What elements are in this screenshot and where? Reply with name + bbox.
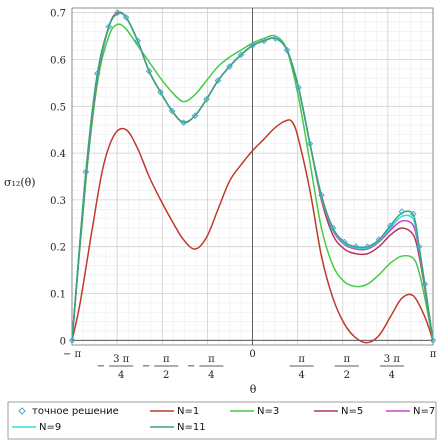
exact-solution-point [364, 243, 371, 251]
exact-solution-point [341, 238, 348, 246]
legend-label: N=7 [413, 406, 435, 417]
x-tick-denominator: 4 [208, 370, 214, 381]
x-tick-label: π4 [289, 354, 314, 381]
x-tick-numerator: 3 π [384, 354, 401, 365]
x-tick-label: π [430, 349, 437, 360]
legend-label: N=11 [177, 422, 206, 433]
axes [71, 7, 434, 346]
y-tick-label: 0.7 [50, 9, 66, 20]
legend-item: N=1 [150, 406, 199, 417]
exact-solution-point [94, 70, 101, 77]
exact-solution-point [283, 46, 291, 54]
x-tick-numerator: π [208, 354, 215, 365]
y-tick-label: 0 [60, 336, 66, 347]
x-tick-sign: − [187, 361, 195, 372]
x-tick-label: 3 π 4 − [97, 354, 134, 381]
legend-item: N=9 [12, 422, 61, 433]
x-tick-label: 0 [249, 349, 255, 360]
legend-label: N=5 [341, 406, 363, 417]
x-tick-label: − π [63, 349, 82, 360]
x-tick-numerator: π [163, 354, 170, 365]
exact-solution-point [295, 84, 302, 91]
x-tick-denominator: 4 [118, 370, 124, 381]
exact-solution-point [168, 107, 176, 115]
x-axis-label: θ [250, 383, 257, 396]
x-tick-label: π2 [334, 354, 359, 381]
legend-item: N=7 [386, 406, 435, 417]
exact-solution-point [260, 37, 268, 45]
legend-box [7, 401, 437, 440]
exact-solution-point [272, 35, 279, 42]
exact-solution-point [387, 222, 394, 229]
x-tick-denominator: 2 [163, 370, 169, 381]
legend-item: N=11 [150, 422, 206, 433]
exact-solution-point [398, 208, 406, 215]
x-tick-denominator: 2 [344, 370, 350, 381]
exact-solution-point [203, 95, 210, 103]
x-tick-sign: − [97, 361, 105, 372]
legend-label: N=9 [39, 422, 61, 433]
exact-solution-point [145, 67, 153, 75]
x-tick-label: 3 π4 [379, 354, 404, 381]
exact-solution-point [249, 42, 256, 49]
exact-solution-point [68, 337, 76, 344]
exact-solution-point [226, 63, 233, 70]
x-tick-text: 0 [249, 349, 255, 360]
exact-solution-point [375, 236, 383, 243]
x-tick-text: − π [63, 349, 82, 360]
exact-solution-point [191, 112, 199, 119]
exact-solution-markers [68, 9, 437, 344]
exact-solution-point [415, 243, 423, 251]
x-tick-numerator: π [298, 354, 305, 365]
series-line-n11 [71, 12, 434, 341]
exact-solution-point [157, 88, 164, 96]
y-tick-label: 0.6 [50, 55, 66, 66]
exact-solution-point [410, 210, 417, 218]
series-line-n3 [71, 23, 434, 341]
x-tick-denominator: 4 [389, 370, 395, 381]
exact-solution-point [122, 14, 130, 21]
series-line-n1 [71, 119, 434, 344]
legend: точное решение N=1 N=3 N=5 N=7 N=9 N=11 [7, 401, 437, 440]
exact-solution-point [237, 51, 245, 59]
x-tick-label: π 2 − [142, 354, 179, 381]
x-tick-numerator: 3 π [113, 354, 130, 365]
exact-solution-point [329, 224, 337, 232]
y-axis-label: σ₁₂(θ) [4, 176, 36, 189]
legend-item: точное решение [18, 406, 119, 417]
y-tick-label: 0.1 [50, 290, 66, 301]
legend-label: N=3 [257, 406, 279, 417]
exact-solution-point [114, 9, 121, 16]
exact-solution-point [421, 280, 429, 288]
y-tick-label: 0.2 [50, 243, 66, 254]
x-tick-sign: − [142, 361, 150, 372]
exact-solution-point [214, 77, 222, 84]
exact-solution-point [82, 168, 90, 176]
y-tick-labels: 0 0.1 0.2 0.3 0.4 0.5 0.6 0.7 [50, 9, 66, 348]
legend-label: N=1 [177, 406, 199, 417]
exact-solution-point [180, 119, 187, 126]
series-lines [71, 11, 434, 344]
legend-item: N=3 [230, 406, 279, 417]
x-tick-numerator: π [343, 354, 350, 365]
legend-item: N=5 [314, 406, 363, 417]
x-tick-denominator: 4 [298, 370, 304, 381]
y-tick-label: 0.5 [50, 102, 66, 113]
y-tick-label: 0.4 [50, 149, 66, 160]
exact-solution-point [352, 243, 360, 251]
exact-solution-point [429, 337, 437, 344]
legend-label: точное решение [32, 406, 119, 417]
exact-solution-point [318, 191, 325, 199]
exact-solution-point [134, 37, 141, 45]
y-tick-label: 0.3 [50, 196, 66, 207]
legend-marker [18, 407, 26, 415]
x-tick-text: π [430, 349, 437, 360]
exact-solution-point [306, 140, 314, 148]
exact-solution-point [105, 23, 113, 31]
x-tick-label: π 4 − [187, 354, 224, 381]
